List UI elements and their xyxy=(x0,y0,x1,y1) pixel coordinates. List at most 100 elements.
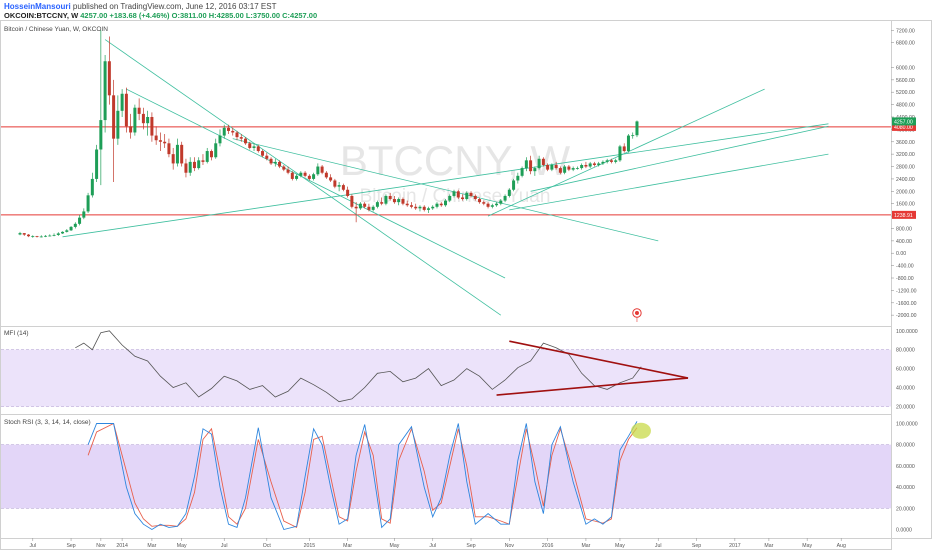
candle-body[interactable] xyxy=(635,121,639,136)
candle-body[interactable] xyxy=(486,203,490,207)
candle-body[interactable] xyxy=(350,195,354,207)
time-axis[interactable] xyxy=(0,538,892,550)
candle-body[interactable] xyxy=(27,234,31,237)
candle-body[interactable] xyxy=(456,191,460,198)
candle-body[interactable] xyxy=(35,236,39,238)
candle-body[interactable] xyxy=(320,166,324,173)
candle-body[interactable] xyxy=(584,164,588,167)
candle-body[interactable] xyxy=(439,203,443,206)
candle-body[interactable] xyxy=(597,163,601,165)
candle-body[interactable] xyxy=(571,168,575,170)
candle-body[interactable] xyxy=(261,151,265,156)
candle-body[interactable] xyxy=(201,160,205,162)
candle-body[interactable] xyxy=(575,168,579,169)
candle-body[interactable] xyxy=(495,203,499,206)
candle-body[interactable] xyxy=(248,143,252,148)
candle-body[interactable] xyxy=(150,116,154,136)
candle-body[interactable] xyxy=(290,172,294,179)
candle-body[interactable] xyxy=(558,168,562,173)
candle-body[interactable] xyxy=(18,233,22,235)
candle-body[interactable] xyxy=(622,146,626,152)
candle-body[interactable] xyxy=(82,211,86,218)
candle-body[interactable] xyxy=(286,169,290,173)
candle-body[interactable] xyxy=(95,149,99,179)
candle-body[interactable] xyxy=(129,126,133,133)
candle-body[interactable] xyxy=(158,140,162,142)
candle-body[interactable] xyxy=(252,146,256,148)
candle-body[interactable] xyxy=(418,206,422,209)
candle-body[interactable] xyxy=(22,233,26,235)
candle-body[interactable] xyxy=(214,143,218,158)
candle-body[interactable] xyxy=(482,202,486,204)
candle-body[interactable] xyxy=(99,120,103,150)
trendline[interactable] xyxy=(232,138,659,242)
candle-body[interactable] xyxy=(478,199,482,203)
candle-body[interactable] xyxy=(124,93,128,127)
candle-body[interactable] xyxy=(192,161,196,169)
candle-body[interactable] xyxy=(341,185,345,190)
candle-body[interactable] xyxy=(175,144,179,164)
candle-body[interactable] xyxy=(567,166,571,170)
candle-body[interactable] xyxy=(278,161,282,167)
candle-body[interactable] xyxy=(405,203,409,206)
candle-body[interactable] xyxy=(618,146,622,161)
candle-body[interactable] xyxy=(422,206,426,210)
trendline[interactable] xyxy=(509,153,829,211)
candle-body[interactable] xyxy=(48,235,52,237)
trendline[interactable] xyxy=(530,125,829,192)
candle-body[interactable] xyxy=(73,223,77,227)
candle-body[interactable] xyxy=(56,233,60,235)
candle-body[interactable] xyxy=(167,143,171,155)
trendline[interactable] xyxy=(126,88,506,279)
candle-body[interactable] xyxy=(133,107,137,133)
candle-body[interactable] xyxy=(537,158,541,169)
candle-body[interactable] xyxy=(469,192,473,196)
candle-body[interactable] xyxy=(333,180,337,187)
mfi-line[interactable] xyxy=(75,330,642,403)
candle-body[interactable] xyxy=(273,161,277,164)
candle-body[interactable] xyxy=(520,168,524,176)
candle-body[interactable] xyxy=(226,127,230,131)
candle-body[interactable] xyxy=(163,141,167,144)
candle-body[interactable] xyxy=(141,113,145,124)
price-axis[interactable] xyxy=(891,20,932,539)
candle-body[interactable] xyxy=(516,175,520,181)
candle-body[interactable] xyxy=(154,135,158,141)
candle-body[interactable] xyxy=(490,205,494,207)
candle-body[interactable] xyxy=(282,166,286,170)
candle-body[interactable] xyxy=(563,166,567,173)
candle-body[interactable] xyxy=(256,146,260,152)
candle-body[interactable] xyxy=(580,164,584,169)
candle-body[interactable] xyxy=(52,234,56,236)
author-link[interactable]: HosseinMansouri xyxy=(4,2,71,11)
candle-body[interactable] xyxy=(188,161,192,173)
mfi-triangle-line[interactable] xyxy=(496,377,689,396)
candle-body[interactable] xyxy=(461,197,465,200)
candle-body[interactable] xyxy=(363,203,367,207)
candle-body[interactable] xyxy=(533,168,537,172)
candle-body[interactable] xyxy=(592,163,596,165)
candle-body[interactable] xyxy=(303,172,307,176)
candle-body[interactable] xyxy=(299,172,303,176)
candle-body[interactable] xyxy=(239,137,243,139)
candle-body[interactable] xyxy=(90,178,94,196)
candle-body[interactable] xyxy=(44,235,48,237)
candle-body[interactable] xyxy=(316,166,320,175)
candle-body[interactable] xyxy=(222,127,226,136)
candle-body[interactable] xyxy=(448,195,452,201)
candle-body[interactable] xyxy=(588,163,592,167)
candle-body[interactable] xyxy=(512,180,516,190)
candle-body[interactable] xyxy=(295,175,299,179)
candle-body[interactable] xyxy=(397,199,401,203)
candle-body[interactable] xyxy=(39,236,43,238)
candle-body[interactable] xyxy=(409,205,413,207)
candle-body[interactable] xyxy=(184,163,188,173)
candle-body[interactable] xyxy=(503,195,507,201)
candle-body[interactable] xyxy=(244,138,248,144)
candle-body[interactable] xyxy=(388,195,392,200)
candle-body[interactable] xyxy=(431,206,435,209)
candle-body[interactable] xyxy=(507,189,511,196)
candle-body[interactable] xyxy=(435,203,439,207)
candle-body[interactable] xyxy=(358,203,362,209)
candle-body[interactable] xyxy=(371,206,375,210)
